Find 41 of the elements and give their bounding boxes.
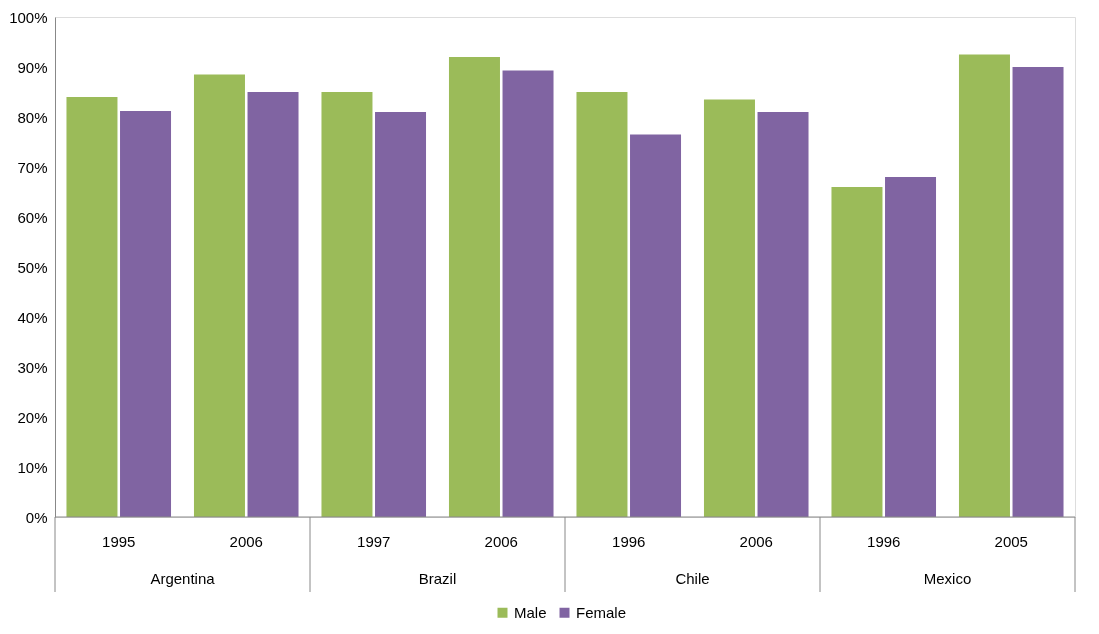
y-tick-label: 0%	[25, 508, 48, 526]
bar	[448, 57, 500, 517]
x-tick-label: 1997	[357, 533, 391, 550]
text: Mexico	[923, 570, 972, 587]
bar	[703, 99, 755, 517]
x-tick-label: 2006	[229, 533, 263, 550]
bar	[630, 134, 682, 517]
bar	[757, 112, 809, 517]
text: Chile	[675, 570, 710, 587]
bar	[321, 92, 373, 517]
bar	[831, 187, 883, 517]
text: Brazil	[418, 570, 457, 587]
bar	[66, 97, 118, 517]
y-tick-label: 80%	[17, 108, 48, 126]
bar	[576, 92, 628, 517]
text: Argentina	[150, 570, 216, 587]
bar	[885, 177, 937, 517]
bar	[958, 54, 1010, 517]
y-tick-label: 60%	[17, 208, 48, 226]
x-tick-label: 1996	[612, 533, 646, 550]
y-tick-label: 30%	[17, 358, 48, 376]
x-tick-label: 2006	[484, 533, 518, 550]
bar	[193, 74, 245, 517]
x-tick-label: 1996	[867, 533, 901, 550]
y-tick-label: 20%	[17, 408, 48, 426]
x-tick-label: 2005	[994, 533, 1028, 550]
bar	[502, 70, 554, 517]
x-tick-label: 2006	[739, 533, 773, 550]
y-tick-label: 50%	[17, 258, 48, 276]
y-tick-label: 70%	[17, 158, 48, 176]
y-tick-label: 90%	[17, 58, 48, 76]
legend-label: Female	[576, 603, 627, 621]
bar	[247, 92, 299, 517]
bar	[375, 112, 427, 517]
bar	[120, 111, 172, 517]
y-tick-label: 40%	[17, 308, 48, 326]
x-tick-label: 1995	[102, 533, 136, 550]
y-tick-label: 10%	[17, 458, 48, 476]
legend-label: Male	[514, 603, 547, 621]
y-tick-label: 100%	[9, 8, 48, 26]
bar	[1012, 67, 1064, 517]
